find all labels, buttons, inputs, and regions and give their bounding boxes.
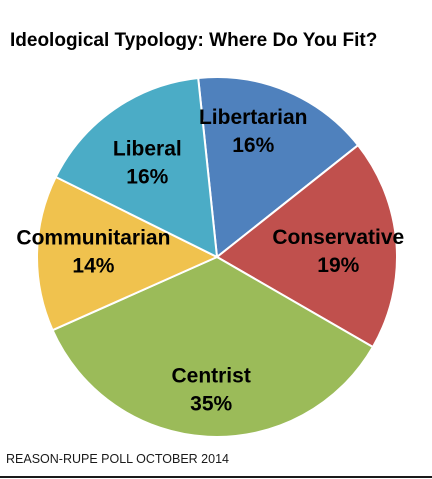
- chart-source: REASON-RUPE POLL OCTOBER 2014: [6, 452, 229, 466]
- bottom-rule: [0, 476, 432, 478]
- slice-name-communitarian: Communitarian: [16, 227, 170, 250]
- slice-name-liberal: Liberal: [113, 137, 182, 160]
- slice-value-centrist: 35%: [190, 392, 232, 415]
- slice-name-conservative: Conservative: [272, 226, 404, 249]
- slice-value-conservative: 19%: [317, 254, 359, 277]
- slice-name-libertarian: Libertarian: [199, 106, 308, 129]
- slice-value-liberal: 16%: [126, 165, 168, 188]
- slice-value-communitarian: 14%: [72, 255, 114, 278]
- slice-value-libertarian: 16%: [232, 134, 274, 157]
- slice-name-centrist: Centrist: [171, 364, 250, 387]
